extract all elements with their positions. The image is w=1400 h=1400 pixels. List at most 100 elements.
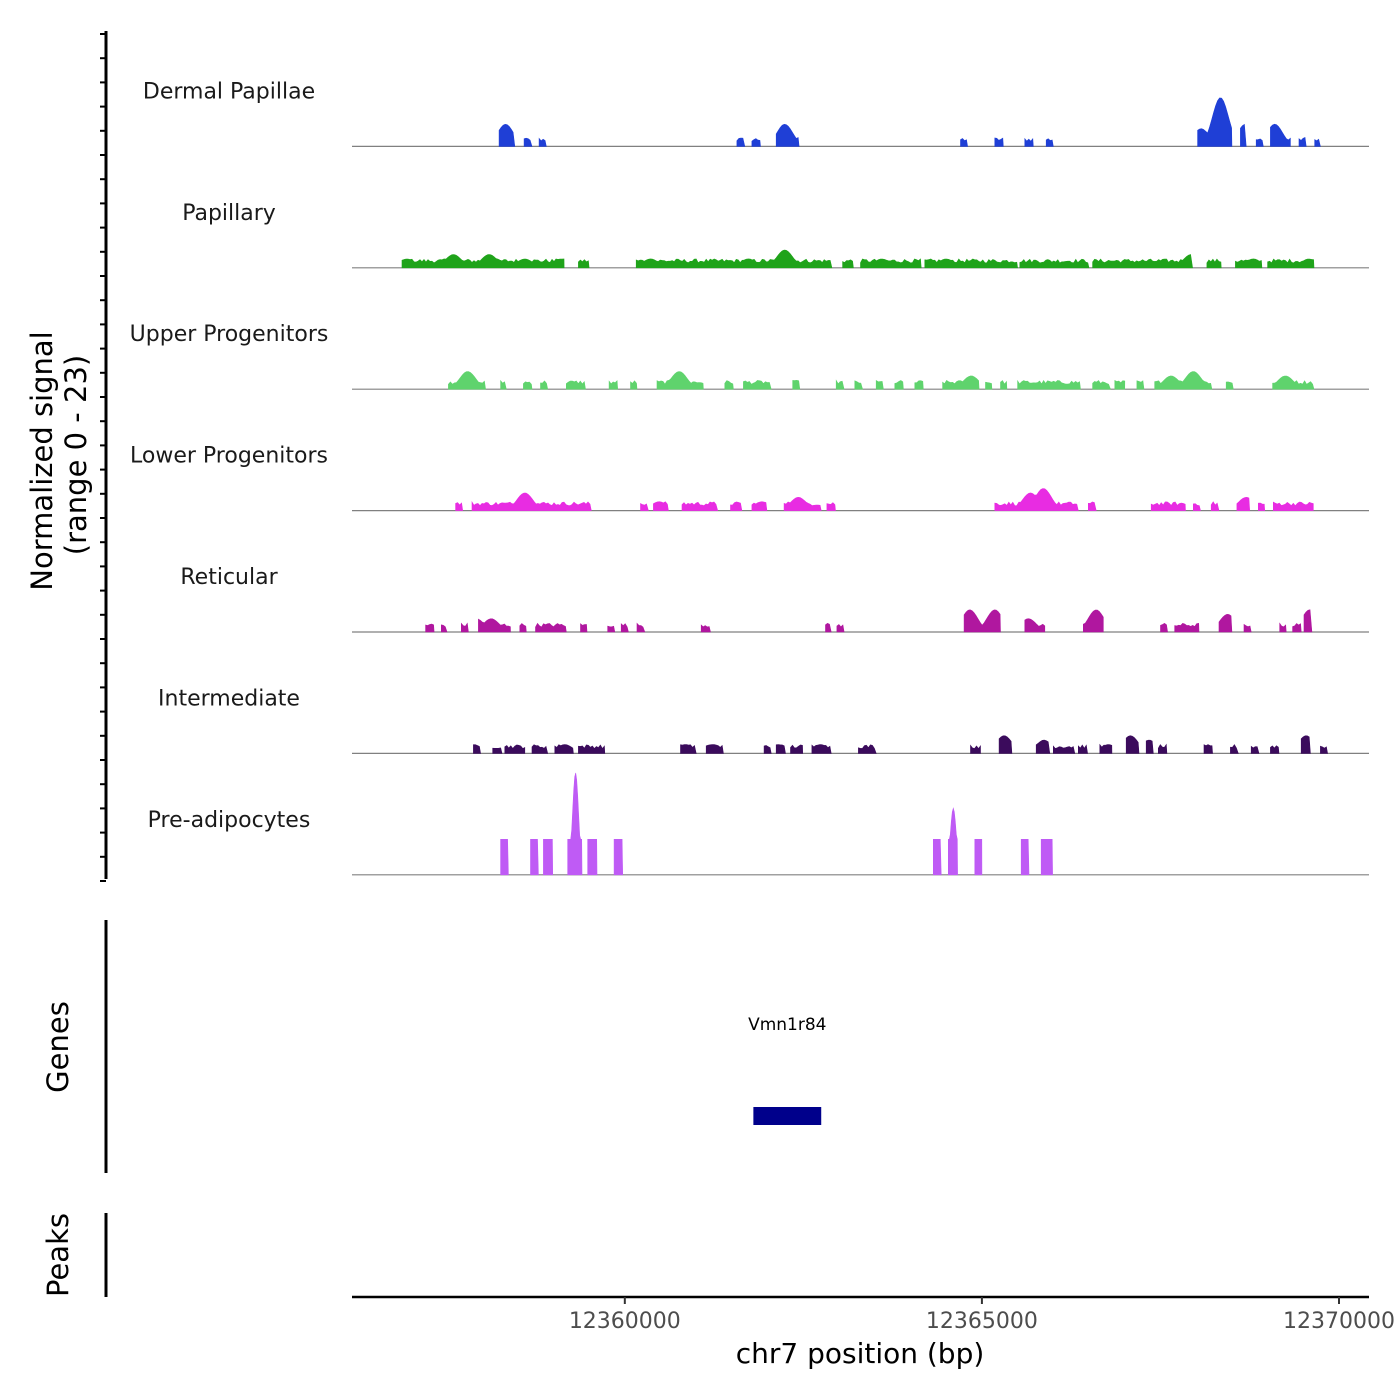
coverage-area	[1300, 735, 1311, 754]
coverage-area	[531, 744, 549, 754]
coverage-area	[932, 838, 942, 876]
y-axis-label: Normalized signal	[25, 331, 59, 590]
coverage-area	[440, 624, 448, 633]
coverage-area	[1136, 380, 1145, 390]
coverage-area	[565, 380, 586, 390]
track-label-lower-progenitors: Lower Progenitors	[130, 444, 328, 469]
coverage-area	[875, 379, 884, 390]
coverage-area	[681, 501, 719, 511]
track-label-upper-progenitors: Upper Progenitors	[130, 322, 329, 347]
track-label-reticular: Reticular	[180, 565, 278, 590]
coverage-area	[1017, 379, 1081, 390]
coverage-area	[500, 379, 507, 390]
track-intermediate: Intermediate	[158, 686, 1369, 755]
coverage-area	[1203, 744, 1213, 754]
coverage-area	[1236, 496, 1251, 511]
coverage-area	[1279, 622, 1287, 633]
coverage-area	[478, 618, 511, 633]
track-lower-progenitors: Lower Progenitors	[130, 444, 1369, 512]
track-label-pre-adipocytes: Pre-adipocytes	[148, 808, 311, 833]
coverage-area	[998, 735, 1013, 754]
coverage-area	[1092, 380, 1111, 390]
coverage-area	[1206, 258, 1222, 269]
coverage-area	[811, 744, 832, 754]
coverage-area	[1292, 623, 1302, 633]
signal-y-ticks	[100, 33, 106, 882]
coverage-area	[963, 609, 1001, 633]
coverage-area	[530, 838, 539, 876]
coverage-area	[1024, 137, 1034, 147]
coverage-area	[1272, 375, 1315, 390]
coverage-area	[826, 502, 836, 511]
coverage-area	[914, 380, 924, 390]
coverage-area	[460, 622, 469, 633]
coverage-area	[500, 838, 509, 876]
coverage-area	[1145, 739, 1154, 754]
coverage-area	[492, 747, 503, 754]
track-label-intermediate: Intermediate	[158, 686, 300, 711]
coverage-area	[960, 138, 968, 147]
coverage-area	[1053, 745, 1076, 754]
coverage-area	[680, 744, 697, 754]
x-axis: 12360000 12365000 12370000 chr7 position (…	[352, 1295, 1395, 1370]
coverage-area	[1298, 137, 1307, 147]
coverage-area	[580, 623, 588, 633]
coverage-area	[1258, 502, 1266, 511]
track-label-dermal-papillae: Dermal Papillae	[143, 79, 315, 104]
coverage-area	[854, 380, 864, 390]
gene-body	[753, 1107, 822, 1125]
coverage-area	[498, 123, 516, 147]
coverage-area	[1040, 838, 1053, 876]
coverage-area	[947, 807, 958, 876]
track-upper-progenitors: Upper Progenitors	[130, 322, 1369, 390]
coverage-area	[519, 623, 527, 633]
coverage-area	[1193, 503, 1201, 511]
coverage-area	[1235, 258, 1263, 269]
coverage-area	[894, 380, 904, 390]
coverage-area	[523, 381, 533, 390]
coverage-area	[1267, 258, 1315, 269]
coverage-area	[1240, 123, 1247, 147]
coverage-area	[751, 501, 768, 511]
coverage-area	[538, 137, 547, 147]
coverage-area	[836, 624, 845, 633]
coverage-area	[1250, 745, 1260, 754]
coverage-area	[1243, 623, 1252, 633]
coverage-area	[1099, 743, 1113, 754]
coverage-area	[736, 137, 746, 147]
coverage-area	[974, 838, 983, 876]
coverage-area	[1225, 381, 1234, 390]
coverage-area	[1320, 745, 1328, 754]
coverage-area	[970, 744, 981, 754]
y-axis-range-label: (range 0 - 23)	[59, 355, 93, 555]
coverage-area	[751, 138, 761, 147]
coverage-area	[1154, 371, 1213, 390]
coverage-area	[705, 744, 724, 754]
peaks-panel: Peaks	[41, 1213, 108, 1297]
peaks-panel-label: Peaks	[41, 1213, 75, 1297]
coverage-area	[578, 744, 606, 754]
coverage-area	[942, 375, 980, 390]
coverage-area	[607, 625, 616, 633]
coverage-area	[540, 380, 549, 390]
coverage-area	[635, 249, 833, 269]
coverage-area	[763, 745, 772, 754]
x-tick-label: 12360000	[569, 1309, 681, 1334]
coverage-area	[700, 624, 711, 633]
coverage-area	[578, 259, 590, 269]
coverage-area	[1083, 609, 1104, 633]
coverage-area	[1078, 744, 1088, 754]
coverage-area	[1174, 622, 1200, 633]
coverage-area	[1197, 97, 1233, 147]
coverage-area	[640, 502, 649, 511]
coverage-area	[471, 492, 592, 511]
coverage-area	[924, 258, 1018, 269]
coverage-area	[1303, 609, 1313, 633]
coverage-area	[1158, 743, 1168, 754]
coverage-area	[1230, 744, 1239, 754]
coverage-area	[730, 501, 743, 511]
x-tick-label: 12370000	[1283, 1309, 1395, 1334]
coverage-area	[636, 622, 646, 633]
coverage-area	[1255, 138, 1264, 147]
